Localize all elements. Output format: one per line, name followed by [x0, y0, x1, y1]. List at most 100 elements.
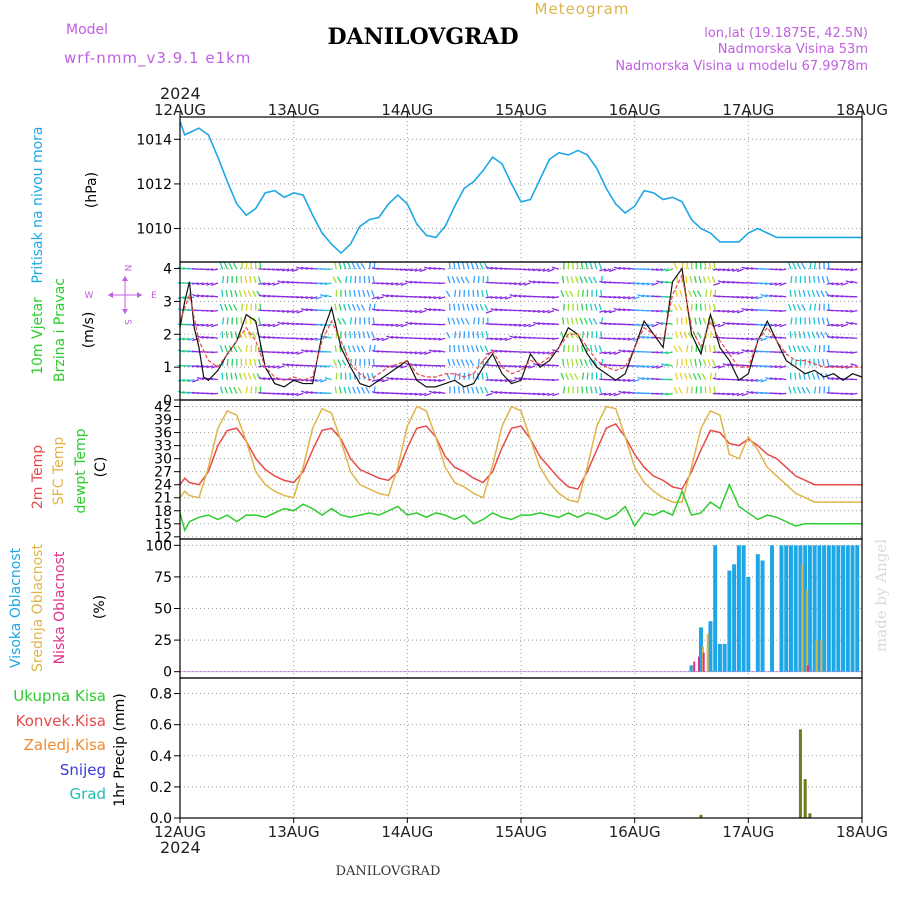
- wind-arrow: [258, 282, 266, 285]
- wind-arrow: [826, 282, 834, 285]
- cloud-mid-bar: [820, 640, 823, 672]
- wind-arrow: [815, 290, 820, 298]
- wind-arrow: [447, 317, 451, 325]
- wind-arrow: [576, 262, 579, 270]
- wind-arrow: [240, 275, 243, 284]
- wind-arrow: [211, 323, 219, 328]
- wind-arrow: [673, 345, 678, 353]
- wind-arrow: [731, 310, 740, 314]
- wind-arrow: [267, 323, 275, 327]
- wind-arrow: [221, 276, 225, 284]
- wind-arrow: [826, 294, 834, 298]
- wind-arrow: [779, 336, 787, 339]
- wind-arrow: [727, 392, 735, 396]
- wind-arrow: [688, 331, 693, 339]
- wind-arrow: [485, 351, 493, 355]
- wind-arrow: [585, 386, 588, 394]
- wind-arrow: [694, 358, 697, 366]
- cloud-high-bar: [855, 545, 860, 672]
- wind-arrow: [686, 262, 689, 270]
- wind-arrow: [210, 351, 218, 354]
- wind-arrow: [532, 351, 541, 354]
- wind-arrow: [456, 359, 461, 367]
- wind-arrow: [509, 335, 517, 339]
- y-tick-label: 2: [163, 327, 172, 343]
- wind-arrow: [826, 376, 834, 381]
- wind-arrow: [337, 359, 342, 367]
- wind-arrow: [523, 268, 531, 271]
- cloud-high-bar: [698, 627, 703, 672]
- wind-arrow: [760, 365, 768, 368]
- wind-arrow: [528, 323, 536, 328]
- wind-speed-line: [179, 267, 863, 388]
- coords-label: lon,lat (19.1875E, 42.5N): [704, 26, 868, 41]
- wind-arrow: [414, 268, 422, 272]
- wind-arrow: [627, 391, 635, 395]
- wind-arrow: [697, 290, 702, 298]
- wind-arrow: [665, 363, 673, 367]
- wind-arrow: [470, 262, 475, 270]
- wind-arrow: [414, 363, 422, 367]
- wind-arrow: [594, 303, 598, 311]
- wind-arrow: [794, 372, 797, 380]
- wind-arrow: [792, 303, 797, 311]
- wind-arrow: [769, 323, 777, 327]
- wind-arrow: [741, 307, 749, 312]
- wind-arrow: [305, 378, 313, 382]
- cloud-high-bar: [784, 545, 789, 672]
- wind-arrow: [381, 282, 389, 285]
- wind-arrow: [656, 268, 664, 271]
- y-tick-label: 33: [154, 439, 172, 455]
- wind-arrow: [252, 373, 257, 380]
- wind-arrow: [245, 262, 248, 270]
- wind-arrow: [570, 358, 574, 366]
- wind-arrow: [381, 323, 389, 326]
- wind-arrow: [560, 372, 565, 380]
- wind-arrow: [765, 282, 773, 286]
- wind-arrow: [485, 378, 493, 381]
- wind-arrow: [727, 280, 735, 284]
- wind-arrow: [709, 331, 712, 339]
- wind-arrow: [660, 268, 668, 272]
- wind-arrow: [722, 280, 730, 284]
- wind-arrow: [428, 266, 436, 270]
- wind-arrow: [226, 358, 229, 366]
- wind-arrow: [230, 372, 233, 380]
- wind-arrow: [177, 337, 185, 341]
- wind-arrow: [244, 317, 247, 325]
- wind-arrow: [245, 303, 248, 311]
- wind-arrow: [305, 308, 313, 312]
- wind-arrow: [805, 345, 811, 353]
- wind-arrow: [454, 289, 457, 297]
- wind-arrow: [263, 323, 271, 327]
- cloud-high-bar: [755, 554, 760, 672]
- wind-arrow: [224, 262, 228, 270]
- wind-arrow: [580, 262, 584, 270]
- wind-arrow: [599, 392, 607, 396]
- wind-arrow: [490, 378, 498, 382]
- wind-arrow: [414, 310, 422, 314]
- cloud-mid-bar: [706, 633, 709, 672]
- wind-arrow: [481, 331, 484, 339]
- wind-arrow: [708, 345, 712, 353]
- wind-arrow: [210, 295, 218, 298]
- wind-arrow: [801, 386, 806, 394]
- wind-arrow: [347, 262, 352, 270]
- wind-arrow: [366, 372, 371, 380]
- wind-arrow: [343, 386, 347, 394]
- cloud-low-bar: [702, 652, 705, 672]
- wind-arrow: [809, 262, 812, 270]
- wind-arrow: [460, 359, 465, 367]
- wind-arrow: [736, 351, 744, 355]
- wind-arrow: [765, 294, 773, 298]
- wind-arrow: [243, 331, 247, 339]
- wind-arrow: [793, 289, 797, 297]
- wind-arrow: [475, 303, 479, 311]
- wind-arrow: [457, 262, 461, 270]
- x-tick-label-top: 14AUG: [381, 101, 433, 119]
- y-tick-label: 0: [163, 665, 172, 681]
- wind-arrow: [310, 296, 318, 300]
- wind-arrow: [201, 294, 209, 298]
- wind-arrow: [390, 365, 398, 368]
- wind-arrow: [240, 303, 244, 311]
